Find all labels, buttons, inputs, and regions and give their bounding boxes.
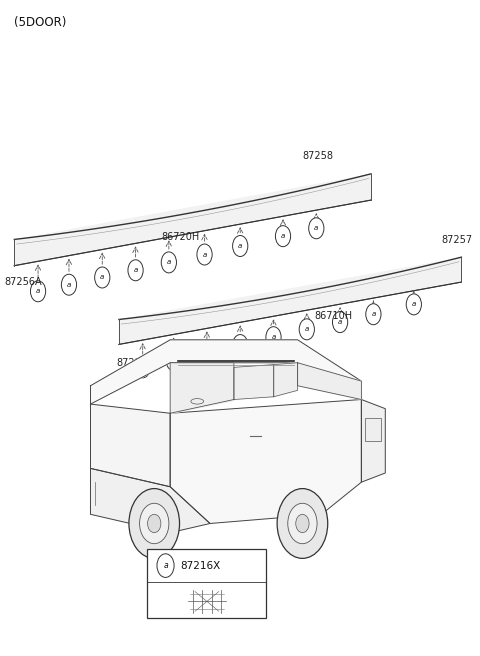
Ellipse shape [191, 399, 204, 404]
Text: a: a [271, 334, 276, 340]
Circle shape [128, 260, 143, 281]
Circle shape [30, 281, 46, 302]
Text: 86710H: 86710H [314, 311, 352, 321]
Text: 87256A: 87256A [5, 277, 42, 287]
Circle shape [299, 319, 314, 340]
Circle shape [61, 274, 77, 295]
Polygon shape [119, 257, 461, 344]
Circle shape [277, 489, 328, 558]
Polygon shape [274, 363, 298, 397]
Circle shape [129, 489, 180, 558]
Polygon shape [170, 400, 361, 523]
Polygon shape [14, 174, 371, 266]
Polygon shape [298, 363, 361, 400]
Polygon shape [361, 400, 385, 482]
Text: 87216X: 87216X [180, 561, 220, 571]
Circle shape [233, 335, 248, 356]
Text: a: a [133, 267, 138, 274]
Text: 87257: 87257 [442, 235, 472, 245]
Text: a: a [167, 259, 171, 266]
Polygon shape [234, 365, 274, 400]
Text: a: a [314, 225, 318, 232]
Text: a: a [203, 251, 207, 258]
Text: a: a [36, 288, 40, 295]
Text: a: a [281, 233, 285, 239]
Polygon shape [91, 340, 361, 404]
Circle shape [266, 327, 281, 348]
Circle shape [161, 252, 177, 273]
Text: a: a [338, 319, 342, 325]
Circle shape [135, 357, 150, 378]
Circle shape [366, 304, 381, 325]
Text: a: a [305, 326, 309, 333]
Circle shape [199, 342, 215, 363]
Bar [147, 549, 266, 618]
Circle shape [147, 514, 161, 533]
Text: a: a [100, 274, 104, 281]
Circle shape [140, 503, 169, 544]
Text: a: a [163, 561, 168, 570]
Text: a: a [205, 350, 209, 356]
Text: a: a [412, 301, 416, 308]
Circle shape [296, 514, 309, 533]
Text: a: a [238, 243, 242, 249]
Polygon shape [91, 468, 210, 533]
Circle shape [166, 350, 181, 371]
Text: 87258: 87258 [302, 151, 333, 161]
Polygon shape [170, 363, 234, 413]
Circle shape [309, 218, 324, 239]
Text: 87255A: 87255A [117, 358, 154, 367]
Circle shape [333, 312, 348, 333]
Text: a: a [238, 342, 242, 348]
Circle shape [157, 554, 174, 577]
Circle shape [288, 503, 317, 544]
Circle shape [233, 236, 248, 256]
Circle shape [276, 226, 290, 247]
Bar [365, 418, 381, 441]
Text: a: a [371, 311, 375, 318]
Circle shape [95, 267, 110, 288]
Text: a: a [141, 364, 145, 371]
Text: a: a [171, 357, 176, 363]
Text: (5DOOR): (5DOOR) [14, 16, 67, 30]
Polygon shape [91, 404, 170, 487]
Circle shape [197, 244, 212, 265]
Circle shape [406, 294, 421, 315]
Text: a: a [67, 281, 71, 288]
Text: 86720H: 86720H [162, 232, 200, 243]
